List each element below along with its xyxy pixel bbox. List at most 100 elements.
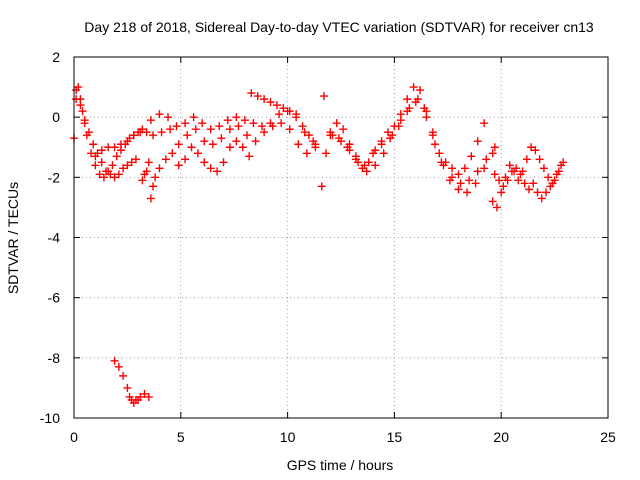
data-point	[405, 104, 414, 113]
data-point	[480, 164, 489, 173]
data-point	[268, 122, 277, 131]
data-point	[110, 143, 119, 152]
data-point	[294, 140, 303, 149]
data-point	[240, 116, 249, 125]
data-point	[206, 164, 215, 173]
y-tick-label: -2	[48, 169, 61, 185]
data-point	[332, 119, 341, 128]
data-point	[127, 158, 136, 167]
data-point	[123, 161, 132, 170]
data-point	[243, 131, 252, 140]
data-point	[516, 170, 525, 179]
data-point	[275, 110, 284, 119]
data-point	[138, 176, 147, 185]
data-point	[114, 170, 123, 179]
data-point	[84, 128, 93, 137]
x-axis-label: GPS time / hours	[287, 457, 394, 473]
data-point	[345, 146, 354, 155]
data-point	[388, 131, 397, 140]
x-tick-label: 5	[177, 429, 185, 445]
data-point	[146, 116, 155, 125]
data-point	[298, 122, 307, 131]
data-point	[200, 137, 209, 146]
grid	[74, 57, 608, 418]
data-point	[149, 131, 158, 140]
data-point	[163, 113, 172, 122]
data-point	[142, 167, 151, 176]
data-point	[200, 158, 209, 167]
data-point	[80, 116, 89, 125]
data-point	[234, 122, 243, 131]
series-track-j	[317, 83, 489, 191]
data-point	[497, 188, 506, 197]
data-point	[542, 188, 551, 197]
data-point	[413, 95, 422, 104]
data-points	[70, 83, 568, 407]
data-point	[473, 137, 482, 146]
data-point	[554, 167, 563, 176]
data-point	[396, 116, 405, 125]
data-point	[106, 170, 115, 179]
y-tick-label: -6	[48, 290, 61, 306]
data-point	[550, 176, 559, 185]
data-point	[144, 158, 153, 167]
data-point	[161, 155, 170, 164]
data-point	[448, 173, 457, 182]
data-point	[91, 161, 100, 170]
data-point	[232, 137, 241, 146]
data-point	[123, 137, 132, 146]
data-point	[465, 176, 474, 185]
data-point	[183, 131, 192, 140]
data-point	[91, 152, 100, 161]
data-point	[439, 161, 448, 170]
data-point	[279, 104, 288, 113]
data-point	[97, 146, 106, 155]
data-point	[247, 89, 256, 98]
data-point	[311, 140, 320, 149]
series-track-e	[138, 158, 160, 203]
data-point	[110, 356, 119, 365]
data-point	[89, 140, 98, 149]
data-point	[257, 122, 266, 131]
y-tick-label: 2	[52, 49, 60, 65]
data-point	[223, 116, 232, 125]
data-point	[362, 167, 371, 176]
x-tick-label: 15	[387, 429, 403, 445]
data-point	[482, 155, 491, 164]
series-track-n	[490, 158, 568, 203]
series-track-b	[72, 86, 140, 182]
data-point	[467, 152, 476, 161]
data-point	[78, 107, 87, 116]
data-point	[488, 149, 497, 158]
data-point	[488, 197, 497, 206]
data-point	[114, 362, 123, 371]
data-point	[225, 125, 234, 134]
data-point	[490, 143, 499, 152]
data-point	[146, 194, 155, 203]
data-point	[428, 128, 437, 137]
series-track-g	[149, 119, 320, 158]
data-point	[377, 140, 386, 149]
series-track-h	[155, 137, 254, 176]
data-point	[266, 98, 275, 107]
data-point	[108, 161, 117, 170]
data-point	[351, 152, 360, 161]
data-point	[260, 95, 269, 104]
data-point	[136, 392, 145, 401]
data-point	[191, 125, 200, 134]
data-point	[394, 122, 403, 131]
data-point	[360, 161, 369, 170]
data-point	[123, 383, 132, 392]
data-point	[322, 149, 331, 158]
data-point	[339, 125, 348, 134]
series-track-i	[247, 89, 320, 149]
data-point	[420, 104, 429, 113]
data-point	[546, 182, 555, 191]
data-point	[460, 164, 469, 173]
data-point	[531, 146, 540, 155]
data-point	[116, 140, 125, 149]
data-point	[369, 149, 378, 158]
data-point	[379, 149, 388, 158]
data-point	[512, 164, 521, 173]
data-point	[155, 110, 164, 119]
